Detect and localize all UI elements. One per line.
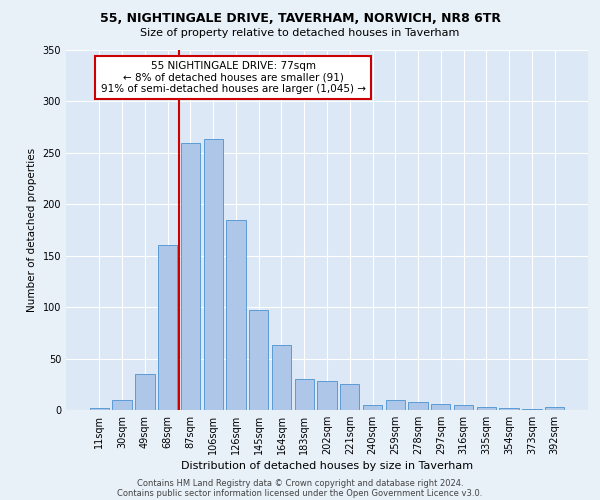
Text: Contains HM Land Registry data © Crown copyright and database right 2024.: Contains HM Land Registry data © Crown c… [137,478,463,488]
Text: 55, NIGHTINGALE DRIVE, TAVERHAM, NORWICH, NR8 6TR: 55, NIGHTINGALE DRIVE, TAVERHAM, NORWICH… [100,12,500,26]
Bar [135,374,155,410]
Y-axis label: Number of detached properties: Number of detached properties [27,148,37,312]
Bar [454,405,473,410]
Text: Contains public sector information licensed under the Open Government Licence v3: Contains public sector information licen… [118,488,482,498]
Bar [409,402,428,410]
Bar [340,384,359,410]
Bar [226,220,245,410]
Bar [112,400,132,410]
Text: 55 NIGHTINGALE DRIVE: 77sqm
← 8% of detached houses are smaller (91)
91% of semi: 55 NIGHTINGALE DRIVE: 77sqm ← 8% of deta… [101,61,365,94]
Bar [499,408,519,410]
Text: Size of property relative to detached houses in Taverham: Size of property relative to detached ho… [140,28,460,38]
Bar [476,407,496,410]
Bar [158,246,178,410]
Bar [181,142,200,410]
Bar [90,408,109,410]
Bar [249,310,268,410]
Bar [522,409,542,410]
X-axis label: Distribution of detached houses by size in Taverham: Distribution of detached houses by size … [181,461,473,471]
Bar [272,345,291,410]
Bar [545,407,564,410]
Bar [386,400,405,410]
Bar [431,404,451,410]
Bar [203,140,223,410]
Bar [295,379,314,410]
Bar [363,405,382,410]
Bar [317,381,337,410]
